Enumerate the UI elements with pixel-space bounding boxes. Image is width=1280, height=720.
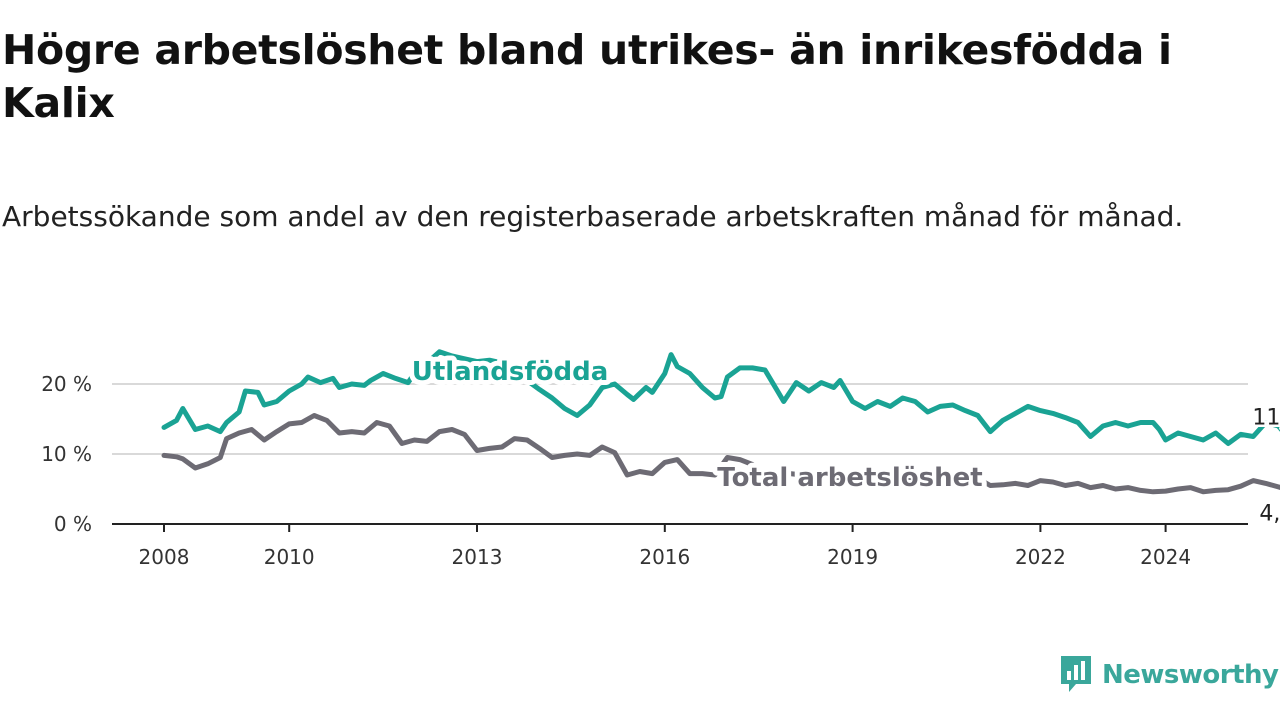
brand-name: Newsworthy <box>1102 660 1279 690</box>
series-name-label: Total arbetslöshet <box>717 463 982 493</box>
series-line-0 <box>161 349 1280 446</box>
line-chart: 0 %10 %20 %2008 2010 2013 2016 2019 2022 2024 … <box>41 349 1280 569</box>
x-tick-label: 2019 <box>827 545 878 569</box>
series-end-value-label: 4,8 % <box>1259 501 1280 526</box>
x-tick-label: 2022 <box>1015 545 1066 569</box>
series-line-1 <box>161 413 1280 495</box>
x-tick-label: 2016 <box>639 545 690 569</box>
newsworthy-logo-icon <box>1061 656 1091 692</box>
series-end-value-label: 11,9 % <box>1252 406 1280 431</box>
chart-title: Högre arbetslöshet bland utrikes- än inr… <box>2 26 1172 127</box>
x-tick-label: 2024 <box>1140 545 1191 569</box>
series-lines <box>161 349 1280 495</box>
y-tick-label: 20 % <box>41 372 92 396</box>
x-tick-label: 2008 <box>139 545 190 569</box>
y-tick-label: 10 % <box>41 442 92 466</box>
chart-subtitle: Arbetssökande som andel av den registerb… <box>2 200 1184 233</box>
series-labels: Utlandsfödda Total arbetslöshet 11,9 % 4,8 … <box>407 352 1280 529</box>
x-tick-label: 2010 <box>264 545 315 569</box>
series-name-label: Utlandsfödda <box>412 357 609 387</box>
x-tick-label: 2013 <box>452 545 503 569</box>
brand-logo: Newsworthy <box>1058 652 1279 698</box>
axes: 0 % 10 % 20 % 2008 2010 2013 2016 2019 2022 2024 <box>41 372 1248 569</box>
y-tick-label: 0 % <box>54 512 92 536</box>
